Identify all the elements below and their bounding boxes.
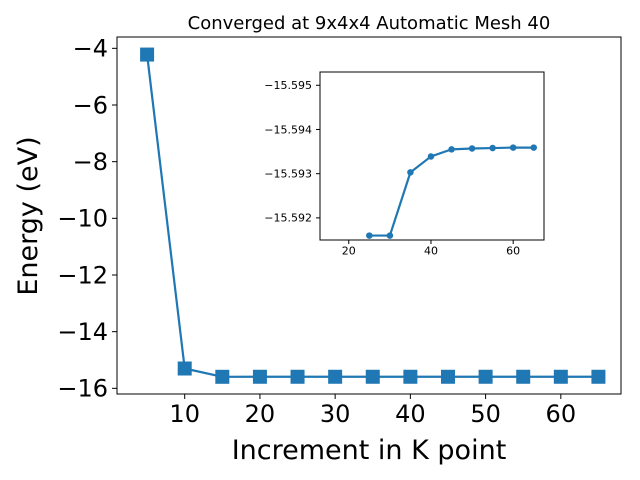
main-data-point — [177, 361, 192, 376]
main-x-tick-label: 50 — [470, 400, 501, 428]
main-series — [140, 47, 606, 384]
main-data-point — [252, 369, 267, 384]
main-data-point — [516, 369, 531, 384]
inset-y-tick-label: −15.593 — [264, 168, 312, 181]
inset-data-point — [407, 169, 414, 176]
inset-x-tick-label: 20 — [342, 244, 356, 257]
main-x-tick-label: 30 — [320, 400, 351, 428]
inset-data-point — [366, 232, 373, 239]
x-axis-label: Increment in K point — [232, 435, 507, 466]
inset-data-point — [530, 144, 537, 151]
main-data-point — [553, 369, 568, 384]
inset-data-point — [386, 232, 394, 239]
inset-data-point — [509, 144, 517, 151]
inset-y-tick-label: −15.595 — [264, 79, 312, 92]
chart-title: Converged at 9x4x4 Automatic Mesh 40 — [188, 13, 551, 34]
inset-data-point — [489, 144, 496, 152]
main-y-tick-label: −14 — [57, 318, 108, 346]
main-x-tick-label: 60 — [546, 400, 577, 428]
inset-axis-ticks: 20 40 60 −15.592 −15.593 −15.594 −15.595 — [264, 79, 520, 257]
inset-y-tick-label: −15.592 — [264, 212, 312, 225]
main-data-point — [440, 369, 455, 384]
main-data-point — [215, 369, 230, 384]
main-axis-ticks: 10 20 30 40 50 60 −16 −14 −12 −10 −8 −6 −4 — [57, 35, 576, 428]
inset-data-point — [427, 153, 435, 160]
main-data-point — [591, 369, 606, 384]
main-y-tick-label: −6 — [73, 91, 108, 119]
inset-data-point — [468, 145, 476, 152]
main-x-tick-label: 10 — [169, 400, 200, 428]
y-axis-label: Energy (eV) — [13, 136, 44, 295]
main-x-tick-label: 40 — [395, 400, 426, 428]
main-data-point — [140, 47, 155, 62]
inset-plot-frame — [319, 71, 545, 241]
inset-x-tick-label: 60 — [506, 244, 520, 257]
inset-x-tick-label: 40 — [424, 244, 438, 257]
main-data-point — [328, 369, 343, 384]
main-y-tick-label: −8 — [73, 148, 108, 176]
inset-y-tick-label: −15.594 — [264, 123, 312, 136]
main-data-point — [290, 369, 305, 384]
inset-data-point — [448, 146, 455, 153]
main-y-tick-label: −4 — [73, 35, 108, 63]
main-plot-frame — [116, 36, 622, 395]
main-x-tick-label: 20 — [245, 400, 276, 428]
main-y-tick-label: −12 — [57, 261, 108, 289]
inset-clipped-layer — [366, 144, 537, 239]
main-y-tick-label: −16 — [57, 375, 108, 403]
main-clipped-layer — [140, 47, 606, 384]
main-y-tick-label: −10 — [57, 205, 108, 233]
main-data-point — [478, 369, 493, 384]
main-data-point — [403, 369, 418, 384]
inset-series — [366, 144, 537, 239]
main-data-point — [365, 369, 380, 384]
